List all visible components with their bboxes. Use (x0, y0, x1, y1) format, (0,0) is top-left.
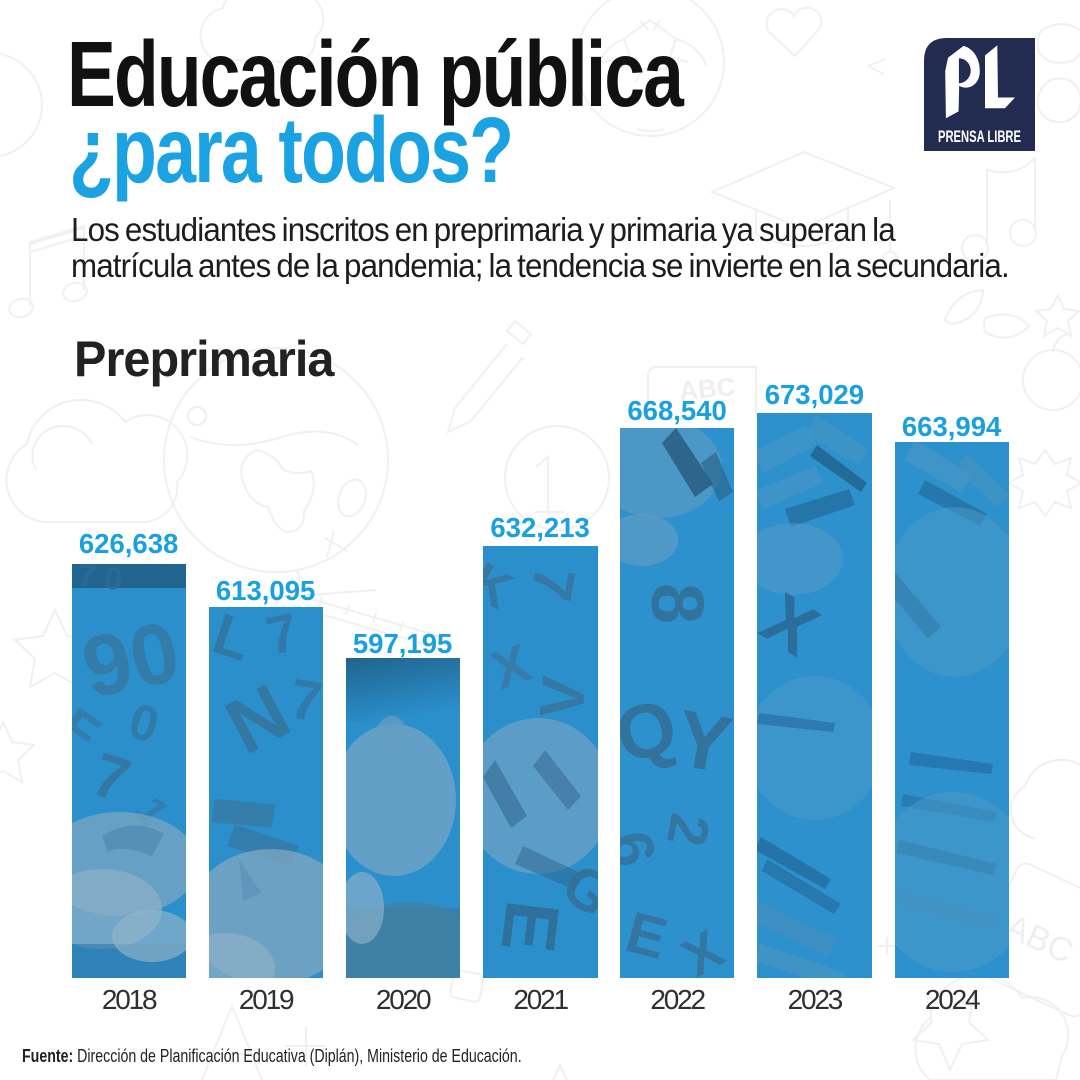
svg-text:PRENSA LIBRE: PRENSA LIBRE (938, 128, 1021, 146)
svg-text:8: 8 (636, 583, 719, 624)
svg-text:ABC: ABC (678, 371, 737, 406)
svg-text:90: 90 (74, 603, 186, 717)
svg-text:ABC: ABC (999, 907, 1078, 971)
svg-text:7 0: 7 0 (75, 564, 123, 597)
svg-text:V: V (527, 673, 598, 720)
svg-text:E: E (484, 896, 575, 957)
